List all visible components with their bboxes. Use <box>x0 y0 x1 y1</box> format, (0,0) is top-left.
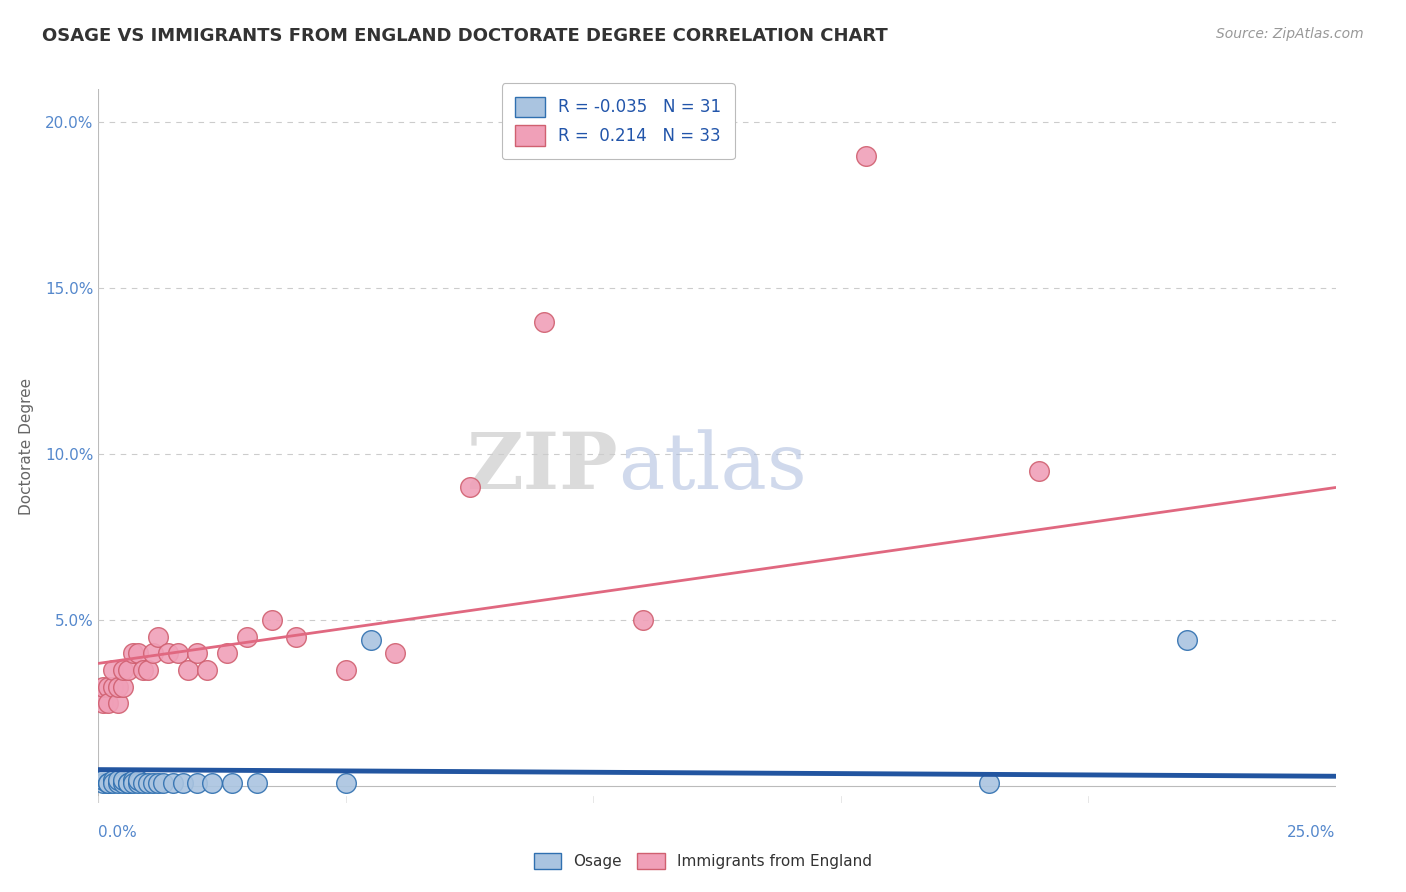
Point <box>201 776 224 790</box>
Point <box>93 772 115 787</box>
Point <box>97 680 120 694</box>
Point <box>855 148 877 162</box>
Point <box>186 776 208 790</box>
Point <box>142 647 165 661</box>
Point <box>162 776 184 790</box>
Point <box>93 776 115 790</box>
Point <box>136 776 159 790</box>
Point <box>1028 464 1050 478</box>
Point <box>533 314 555 328</box>
Point <box>97 696 120 710</box>
Point <box>979 776 1001 790</box>
Point <box>122 776 145 790</box>
Point <box>122 772 145 787</box>
Text: Source: ZipAtlas.com: Source: ZipAtlas.com <box>1216 27 1364 41</box>
Point <box>93 680 115 694</box>
Point <box>112 663 135 677</box>
Point <box>1175 633 1198 648</box>
Text: atlas: atlas <box>619 430 807 505</box>
Point <box>136 663 159 677</box>
Text: ZIP: ZIP <box>467 429 619 506</box>
Point <box>246 776 269 790</box>
Point <box>127 647 149 661</box>
Point <box>384 647 406 661</box>
Point <box>107 696 129 710</box>
Point <box>112 772 135 787</box>
Point <box>166 647 188 661</box>
Point <box>127 772 149 787</box>
Point <box>335 776 357 790</box>
Text: 0.0%: 0.0% <box>98 825 138 840</box>
Point <box>132 776 155 790</box>
Point <box>172 776 194 790</box>
Legend: Osage, Immigrants from England: Osage, Immigrants from England <box>527 847 879 875</box>
Point <box>117 663 139 677</box>
Text: OSAGE VS IMMIGRANTS FROM ENGLAND DOCTORATE DEGREE CORRELATION CHART: OSAGE VS IMMIGRANTS FROM ENGLAND DOCTORA… <box>42 27 889 45</box>
Point <box>458 481 481 495</box>
Point <box>117 776 139 790</box>
Point <box>107 680 129 694</box>
Point <box>631 613 654 627</box>
Point <box>260 613 283 627</box>
Point <box>360 633 382 648</box>
Point <box>97 776 120 790</box>
Point <box>285 630 308 644</box>
Point <box>132 663 155 677</box>
Point <box>195 663 218 677</box>
Point <box>127 776 149 790</box>
Point <box>217 647 239 661</box>
Point <box>221 776 243 790</box>
Text: 25.0%: 25.0% <box>1288 825 1336 840</box>
Point <box>122 647 145 661</box>
Point <box>107 772 129 787</box>
Point <box>186 647 208 661</box>
Point <box>112 680 135 694</box>
Point <box>176 663 198 677</box>
Point <box>117 776 139 790</box>
Point <box>156 647 179 661</box>
Point <box>97 776 120 790</box>
Point <box>103 663 125 677</box>
Point <box>146 630 169 644</box>
Point <box>335 663 357 677</box>
Y-axis label: Doctorate Degree: Doctorate Degree <box>20 377 34 515</box>
Point <box>142 776 165 790</box>
Point <box>103 680 125 694</box>
Point <box>107 776 129 790</box>
Point <box>93 696 115 710</box>
Point <box>103 776 125 790</box>
Point <box>152 776 174 790</box>
Point <box>103 772 125 787</box>
Point <box>236 630 259 644</box>
Legend: R = -0.035   N = 31, R =  0.214   N = 33: R = -0.035 N = 31, R = 0.214 N = 33 <box>502 83 735 159</box>
Point <box>146 776 169 790</box>
Point <box>112 776 135 790</box>
